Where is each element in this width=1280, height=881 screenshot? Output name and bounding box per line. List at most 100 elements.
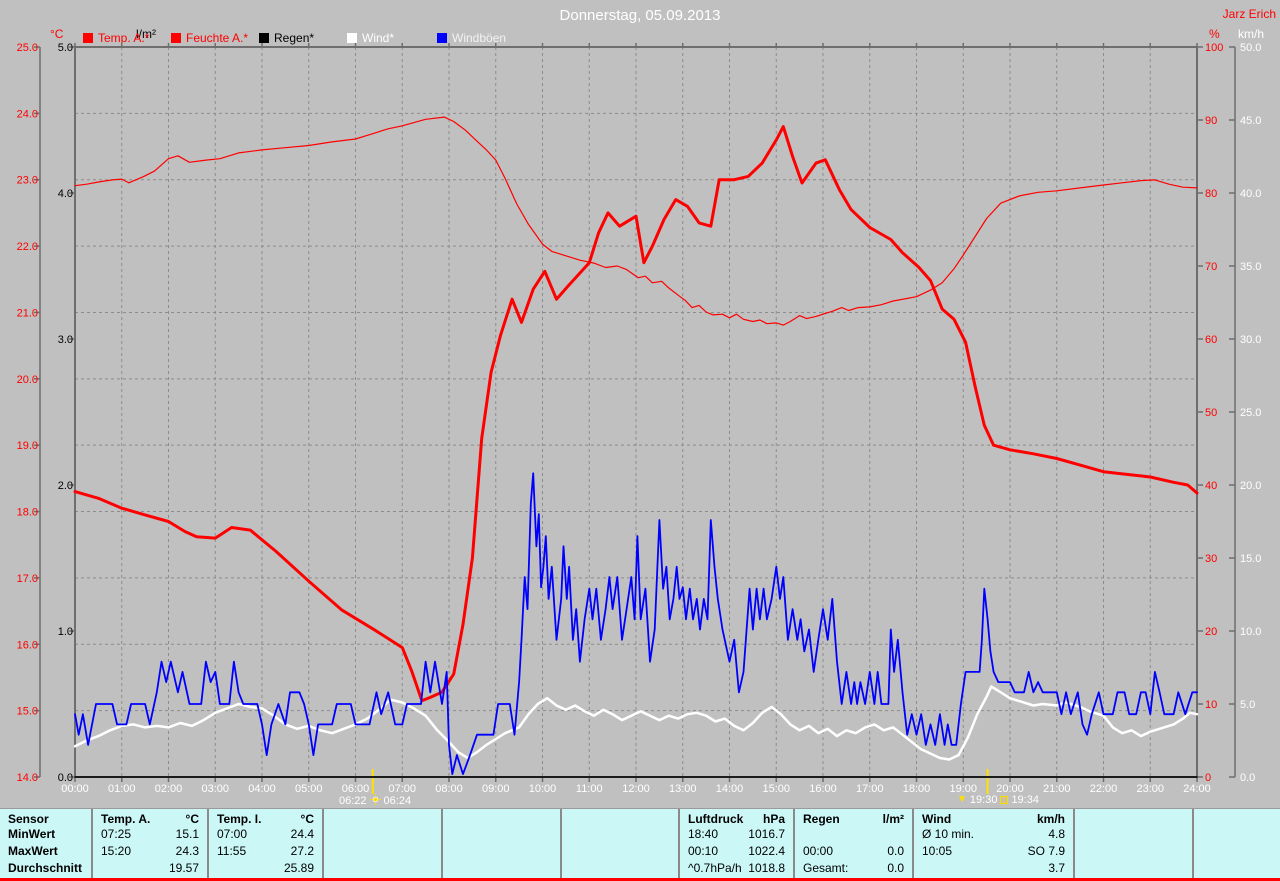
stats-value-row: 07:25 15.1	[93, 826, 207, 843]
legend-label: Temp. A.*	[98, 30, 150, 45]
stats-panel: Wind km/h Ø 10 min. 4.8 10:05 SO 7.9 3.7	[912, 809, 1073, 878]
stats-value: 0.0	[887, 861, 904, 875]
stats-panel: Temp. I. °C 07:00 24.4 11:55 27.2 25.89	[207, 809, 322, 878]
stats-panel	[322, 809, 441, 878]
temp-tick-label: 20.0	[17, 374, 38, 386]
x-tick-label: 04:00	[248, 783, 276, 795]
humidity-tick-label: 30	[1205, 553, 1217, 565]
legend-item: Feuchte A.*	[171, 31, 248, 45]
series-temp-a-	[73, 125, 1199, 703]
stats-row-label: MaxWert	[0, 843, 91, 860]
wind-tick-label: 10.0	[1240, 626, 1261, 638]
legend-swatch	[437, 32, 447, 43]
sensor-unit: l/m²	[882, 812, 904, 826]
stats-value-row: Ø 10 min. 4.8	[914, 826, 1073, 843]
left-axis-unit-temp: °C	[50, 27, 64, 41]
stats-value-row: 00:00 0.0	[795, 843, 912, 860]
sunset-end-time: 19:34	[1011, 794, 1039, 806]
x-tick-label: 22:00	[1090, 783, 1118, 795]
x-tick-label: 21:00	[1043, 783, 1071, 795]
stats-value-row: 00:10 1022.4	[680, 843, 793, 860]
x-tick-label: 17:00	[856, 783, 884, 795]
stats-time: 18:40	[688, 827, 719, 841]
stats-value-row: 10:05 SO 7.9	[914, 843, 1073, 860]
x-tick-label: 12:00	[622, 783, 650, 795]
legend-item: Windböen	[437, 30, 507, 45]
sunset-arrow-icon: ▼	[957, 794, 967, 805]
wind-tick-label: 15.0	[1240, 553, 1261, 565]
stats-table: Sensor MinWert MaxWert Durchschnitt Temp. A.…	[0, 808, 1280, 878]
humidity-tick-label: 40	[1205, 480, 1217, 492]
sensor-name: Regen	[803, 812, 840, 826]
stats-value: 3.7	[1048, 861, 1065, 875]
stats-value: 0.0	[887, 844, 904, 858]
stats-time: Gesamt:	[803, 861, 849, 875]
sunset-start-time: 19:30	[969, 794, 998, 806]
legend-label: Regen*	[274, 30, 315, 45]
stats-panel-header: Luftdruck hPa	[680, 809, 793, 826]
legend-swatch	[171, 32, 181, 43]
x-tick-label: 01:00	[108, 783, 136, 795]
stats-time: Ø 10 min.	[922, 827, 975, 841]
bottom-red-strip	[0, 878, 1280, 881]
rain-tick-label: 3.0	[58, 334, 73, 346]
stats-value-row: 3.7	[914, 860, 1073, 877]
wind-tick-label: 40.0	[1240, 188, 1261, 200]
stats-value-row: 11:55 27.2	[209, 843, 322, 860]
stats-value: 15.1	[175, 827, 199, 841]
rain-tick-label: 1.0	[58, 626, 73, 638]
stats-value-row: 18:40 1016.7	[680, 826, 793, 843]
x-tick-label: 24:00	[1183, 783, 1211, 795]
x-tick-label: 23:00	[1136, 783, 1164, 795]
stats-time: 15:20	[101, 844, 132, 858]
x-tick-label: 15:00	[762, 783, 790, 795]
sensor-unit: °C	[300, 812, 314, 826]
rain-tick-label: 2.0	[58, 480, 73, 492]
stats-time: 07:25	[101, 827, 132, 841]
sensor-unit: km/h	[1036, 812, 1065, 826]
sensor-unit: °C	[185, 812, 199, 826]
stats-time: 00:10	[688, 844, 719, 858]
legend-item: Regen*	[259, 30, 315, 45]
stats-panel	[1192, 809, 1280, 878]
stats-row-label: Durchschnitt	[0, 860, 91, 877]
page-title: Donnerstag, 05.09.2013	[559, 7, 721, 24]
stats-row-label-text: MinWert	[8, 827, 56, 841]
stats-value-row: 07:00 24.4	[209, 826, 322, 843]
stats-panel-header: Regen l/m²	[795, 809, 912, 826]
legend-swatch	[347, 32, 357, 43]
sensor-name: Luftdruck	[688, 812, 744, 826]
sunrise-end-time: 06:24	[383, 795, 412, 807]
sunrise-annotation: 06:22 06:24	[339, 794, 411, 808]
x-tick-label: 20:00	[996, 783, 1024, 795]
temp-tick-label: 21.0	[17, 307, 38, 319]
stats-panel-header: Temp. A. °C	[93, 809, 207, 826]
legend-item: Wind*	[347, 31, 394, 45]
x-tick-label: 06:00	[342, 783, 370, 795]
rain-tick-label: 0.0	[58, 772, 73, 784]
temp-tick-label: 15.0	[17, 706, 38, 718]
stats-value: 19.57	[168, 861, 199, 875]
humidity-tick-label: 80	[1205, 188, 1217, 200]
right-axis-unit-humidity: %	[1209, 27, 1220, 41]
temp-tick-label: 19.0	[17, 440, 38, 452]
weather-chart: 25.0 24.0 23.0 22.0 21.0 20.0 19.0 18.0 17.0 16.0…	[17, 42, 1262, 795]
wind-tick-label: 25.0	[1240, 407, 1261, 419]
series-windb-en	[74, 472, 1198, 775]
wind-tick-label: 20.0	[1240, 480, 1261, 492]
temp-tick-label: 14.0	[17, 772, 38, 784]
sunset-sun-icon	[1000, 796, 1009, 804]
temp-tick-label: 22.0	[17, 241, 38, 253]
humidity-tick-label: 90	[1205, 115, 1217, 127]
x-tick-label: 18:00	[903, 783, 931, 795]
legend-swatch	[83, 32, 93, 43]
x-tick-label: 10:00	[529, 783, 557, 795]
legend-label: Windböen	[452, 30, 507, 45]
stats-value-row	[795, 826, 912, 843]
stats-value-row: Gesamt: 0.0	[795, 860, 912, 877]
temp-tick-label: 16.0	[17, 639, 38, 651]
sensor-name: Wind	[922, 812, 952, 826]
stats-time: 00:00	[803, 844, 834, 858]
legend-item: Temp. A.*	[83, 30, 150, 45]
